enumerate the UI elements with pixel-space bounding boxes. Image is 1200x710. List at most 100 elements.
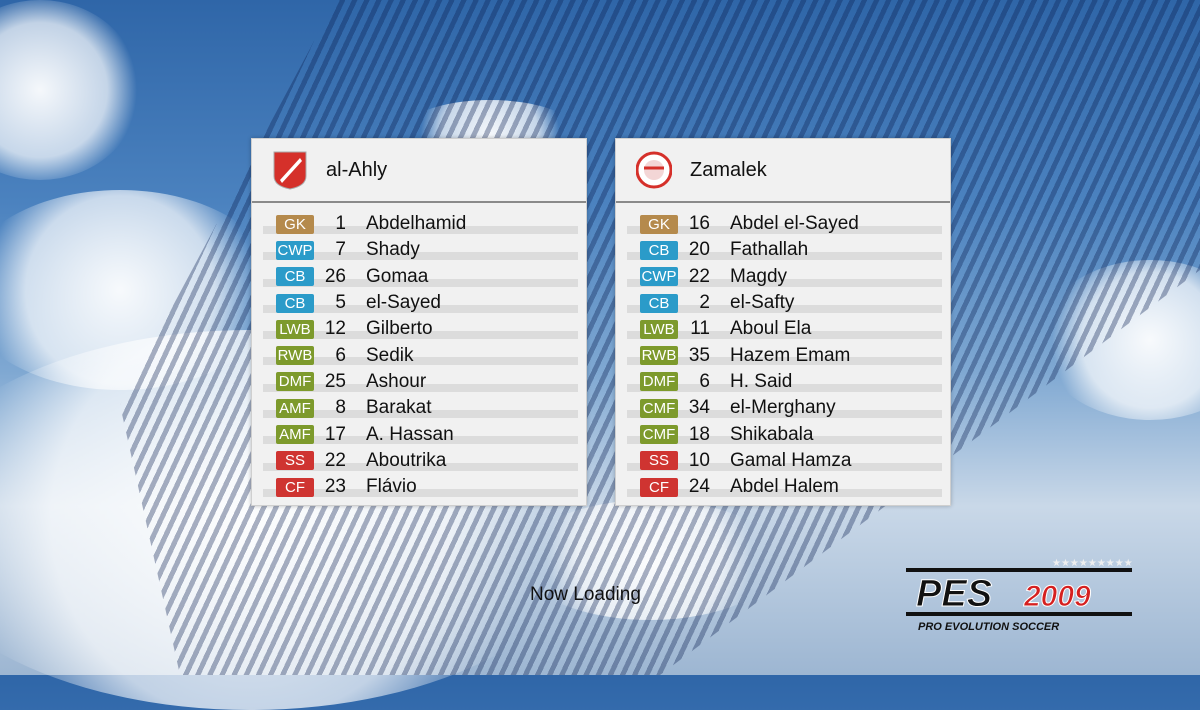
position-badge: AMF [276,425,314,445]
svg-text:PES: PES [916,573,992,615]
player-name: Ashour [366,370,427,392]
position-badge: RWB [276,346,314,366]
away-team-name: Zamalek [690,158,767,181]
shirt-number: 17 [324,423,346,445]
shirt-number: 5 [335,292,346,314]
position-badge: CB [276,267,314,287]
player-name: Barakat [366,397,432,419]
player-name: Abdel Halem [730,476,839,498]
player-name: Gilberto [366,318,433,340]
player-name: A. Hassan [366,423,454,445]
position-badge: CWP [276,240,314,260]
shirt-number: 20 [688,239,710,261]
player-row: RWB 6 Sedik [252,342,586,368]
position-badge: LWB [276,319,314,339]
shirt-number: 6 [335,344,346,366]
shirt-number: 22 [324,449,346,471]
shirt-number: 16 [688,213,710,235]
svg-text:★★★★★★★★★: ★★★★★★★★★ [1052,558,1133,569]
player-name: Flávio [366,476,417,498]
position-badge: CB [276,293,314,313]
player-name: Shikabala [730,423,814,445]
player-name: Fathallah [730,239,809,261]
position-badge: CF [276,477,314,497]
player-row: DMF 25 Ashour [252,369,586,395]
position-badge: SS [276,451,314,471]
position-badge: DMF [276,372,314,392]
player-row: CMF 34 el-Merghany [616,395,950,421]
player-name: Hazem Emam [730,344,851,366]
position-badge: CMF [640,398,678,418]
player-name: H. Said [730,370,793,392]
player-name: Shady [366,239,420,261]
shirt-number: 26 [324,265,346,287]
home-team-name: al-Ahly [326,158,388,181]
position-badge: CMF [640,425,678,445]
svg-text:2009: 2009 [1023,580,1091,613]
position-badge: GK [640,214,678,234]
shirt-number: 2 [699,292,710,314]
player-row: GK 1 Abdelhamid [252,211,586,237]
player-row: LWB 11 Aboul Ela [616,316,950,342]
loading-status: Now Loading [530,584,641,605]
position-badge: CF [640,477,678,497]
player-row: CB 20 Fathallah [616,237,950,263]
player-name: Abdel el-Sayed [730,213,859,235]
player-name: Aboutrika [366,449,447,471]
position-badge: CB [640,240,678,260]
position-badge: AMF [276,398,314,418]
player-row: SS 22 Aboutrika [252,448,586,474]
player-name: Sedik [366,344,414,366]
position-badge: RWB [640,346,678,366]
player-row: CB 5 el-Sayed [252,290,586,316]
svg-text:PRO EVOLUTION SOCCER: PRO EVOLUTION SOCCER [918,621,1059,633]
home-team-panel: al-Ahly GK 1 Abdelhamid CWP 7 Shady CB 26 Gomaa C… [251,138,587,506]
shirt-number: 25 [324,370,346,392]
shirt-number: 11 [690,318,710,340]
position-badge: LWB [640,319,678,339]
shirt-number: 22 [688,265,710,287]
position-badge: SS [640,451,678,471]
player-name: Magdy [730,265,788,287]
player-row: CB 26 Gomaa [252,264,586,290]
player-row: DMF 6 H. Said [616,369,950,395]
player-name: Gomaa [366,265,429,287]
position-badge: DMF [640,372,678,392]
player-name: el-Safty [730,292,795,314]
away-team-panel: Zamalek GK 16 Abdel el-Sayed CB 20 Fathallah C… [615,138,951,506]
shirt-number: 12 [324,318,346,340]
player-row: AMF 8 Barakat [252,395,586,421]
player-row: CWP 22 Magdy [616,264,950,290]
player-row: GK 16 Abdel el-Sayed [616,211,950,237]
shirt-number: 24 [688,476,710,498]
position-badge: CWP [640,267,678,287]
player-row: CF 23 Flávio [252,474,586,500]
shirt-number: 8 [335,397,346,419]
position-badge: CB [640,293,678,313]
player-name: el-Sayed [366,292,441,314]
player-row: CF 24 Abdel Halem [616,474,950,500]
shirt-number: 23 [324,476,346,498]
shirt-number: 34 [688,397,710,419]
shirt-number: 1 [335,213,346,235]
al-ahly-crest-icon [273,151,307,190]
player-row: AMF 17 A. Hassan [252,421,586,447]
player-row: CMF 18 Shikabala [616,421,950,447]
shirt-number: 35 [688,344,710,366]
player-row: LWB 12 Gilberto [252,316,586,342]
player-name: el-Merghany [730,397,836,419]
shirt-number: 6 [699,370,710,392]
shirt-number: 10 [688,449,710,471]
player-name: Aboul Ela [730,318,812,340]
zamalek-crest-icon [636,151,672,189]
player-row: CB 2 el-Safty [616,290,950,316]
pes-2009-logo: ★★★★★★★★★ PES 2009 PRO EVOLUTION SOCCER [906,558,1133,633]
player-name: Abdelhamid [366,213,467,235]
player-row: RWB 35 Hazem Emam [616,342,950,368]
player-name: Gamal Hamza [730,449,852,471]
shirt-number: 18 [688,423,710,445]
player-row: SS 10 Gamal Hamza [616,448,950,474]
shirt-number: 7 [335,239,346,261]
player-row: CWP 7 Shady [252,237,586,263]
position-badge: GK [276,214,314,234]
